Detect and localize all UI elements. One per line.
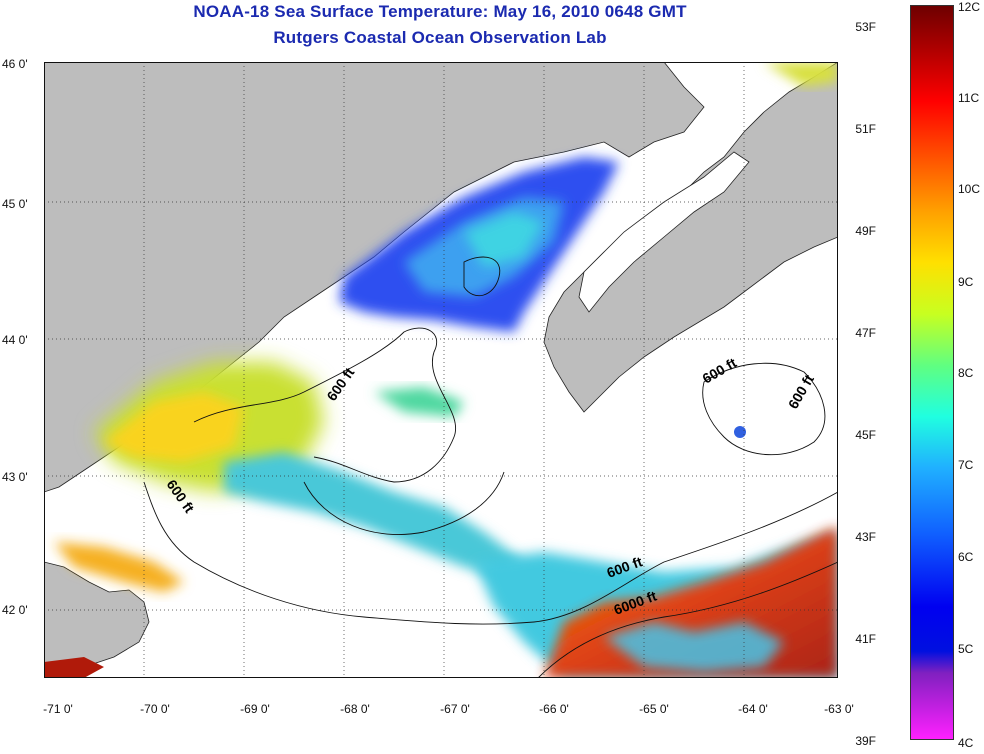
land <box>44 62 838 678</box>
graticule <box>44 62 838 678</box>
lat-label-46: 46 0' <box>2 57 28 71</box>
colorbar-f-49: 49F <box>855 224 876 238</box>
sst-map: 600 ft 600 ft 600 ft 600 ft 600 ft 6000 … <box>44 62 838 678</box>
colorbar-c-6: 6C <box>958 550 974 564</box>
colorbar-f-43: 43F <box>855 530 876 544</box>
lon-label-65: -65 0' <box>639 702 669 716</box>
lon-label-66: -66 0' <box>539 702 569 716</box>
lat-label-43: 43 0' <box>2 470 28 484</box>
lon-label-71: -71 0' <box>43 702 73 716</box>
colorbar-c-12: 12C <box>958 0 981 14</box>
colorbar-f-53: 53F <box>855 20 876 34</box>
colorbar-c-10: 10C <box>958 182 981 196</box>
colorbar-f-45: 45F <box>855 428 876 442</box>
colorbar-c-8: 8C <box>958 366 974 380</box>
colorbar-f-39: 39F <box>855 734 876 748</box>
lon-label-67: -67 0' <box>440 702 470 716</box>
colorbar-c-11: 11C <box>958 91 980 105</box>
colorbar-c-7: 7C <box>958 458 974 472</box>
colorbar <box>910 5 954 740</box>
lon-label-68: -68 0' <box>340 702 370 716</box>
lat-label-44: 44 0' <box>2 333 28 347</box>
colorbar-c-9: 9C <box>958 275 974 289</box>
lon-label-70: -70 0' <box>140 702 170 716</box>
colorbar-c-4: 4C <box>958 736 974 750</box>
lon-label-63: -63 0' <box>824 702 854 716</box>
colorbar-f-41: 41F <box>855 632 876 646</box>
fundy-no-data <box>578 151 750 313</box>
colorbar-f-51: 51F <box>855 122 876 136</box>
sst-field <box>44 62 838 678</box>
map-title: NOAA-18 Sea Surface Temperature: May 16,… <box>193 2 687 21</box>
lon-label-64: -64 0' <box>738 702 768 716</box>
bathymetry-contours <box>143 256 838 678</box>
lat-label-45: 45 0' <box>2 197 28 211</box>
colorbar-c-5: 5C <box>958 642 974 656</box>
lon-label-69: -69 0' <box>240 702 270 716</box>
colorbar-f-47: 47F <box>855 326 876 340</box>
lat-label-42: 42 0' <box>2 603 28 617</box>
map-subtitle: Rutgers Coastal Ocean Observation Lab <box>273 28 607 47</box>
map-border <box>44 62 838 678</box>
